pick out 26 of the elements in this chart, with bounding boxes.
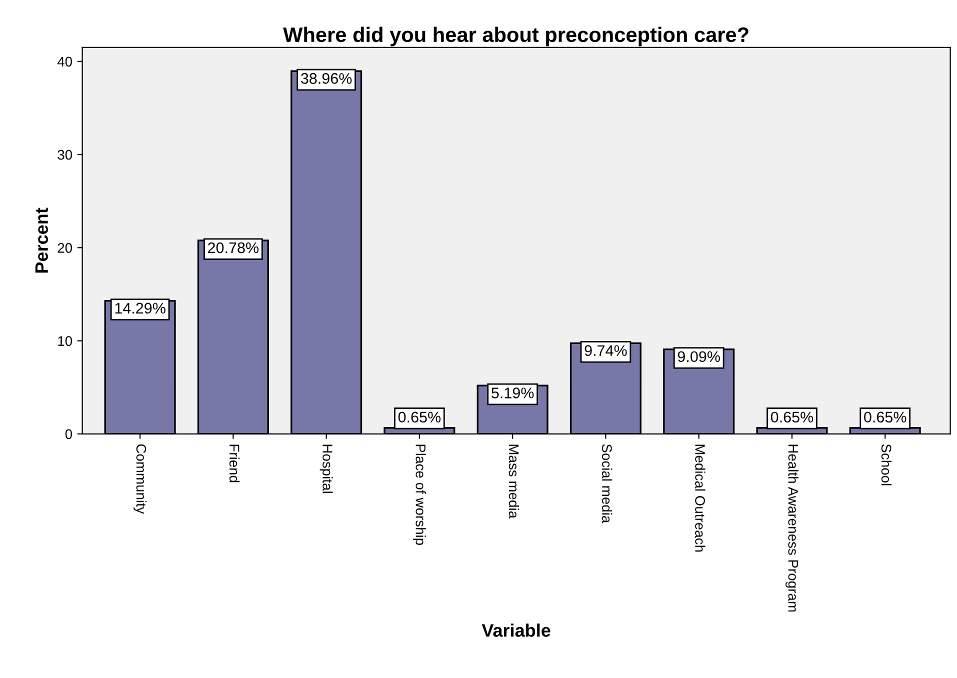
data-label: 0.65% (864, 412, 906, 423)
data-label: 0.65% (398, 412, 441, 423)
x-axis-title: Variable (482, 624, 550, 637)
y-tick-label: 10 (58, 336, 72, 346)
data-label: 38.96% (300, 73, 352, 84)
x-tick-label: Mass media (508, 444, 520, 519)
x-tick-label: Hospital (320, 444, 333, 493)
y-tick-label: 40 (57, 56, 72, 67)
x-tick-label: Medical Outreach (695, 444, 706, 552)
x-tick-label: Social media (602, 444, 612, 524)
y-tick-label: 0 (65, 429, 72, 440)
x-tick-label: Place of worship (412, 444, 426, 545)
x-tick-label: Health Awareness Program (786, 444, 798, 612)
data-label: 9.74% (584, 345, 627, 356)
y-tick-label: 20 (58, 243, 72, 253)
chart-title: Where did you hear about preconception care? (283, 26, 748, 46)
data-label: 0.65% (770, 412, 814, 423)
x-tick-label: Community (134, 444, 147, 514)
data-label: 20.78% (208, 242, 259, 254)
y-tick-label: 30 (58, 150, 72, 160)
x-tick-label: School (881, 444, 892, 486)
x-tick-label: Friend (229, 444, 240, 482)
data-label: 5.19% (492, 388, 534, 398)
data-label: 9.09% (678, 351, 720, 362)
y-axis-title: Percent (35, 208, 48, 273)
data-label: 14.29% (115, 302, 166, 314)
